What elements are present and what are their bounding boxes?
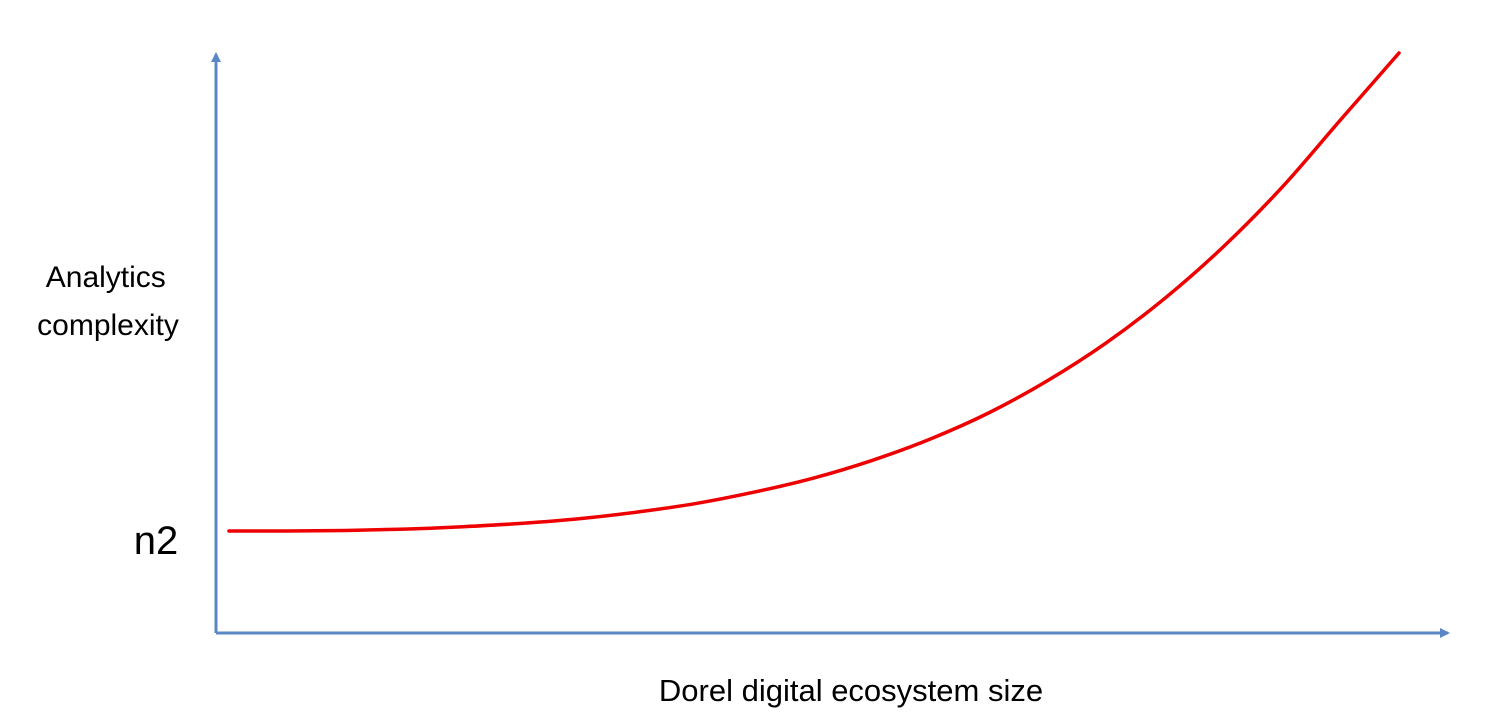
x-axis-label: Dorel digital ecosystem size	[659, 673, 1043, 708]
y-axis-label: Analytics complexity	[37, 261, 179, 342]
series-curve	[227, 51, 1401, 533]
y-tick-label: n2	[134, 519, 179, 563]
y-axis-label-line-2: complexity	[37, 309, 179, 342]
y-axis-label-line-1: Analytics	[46, 261, 166, 294]
